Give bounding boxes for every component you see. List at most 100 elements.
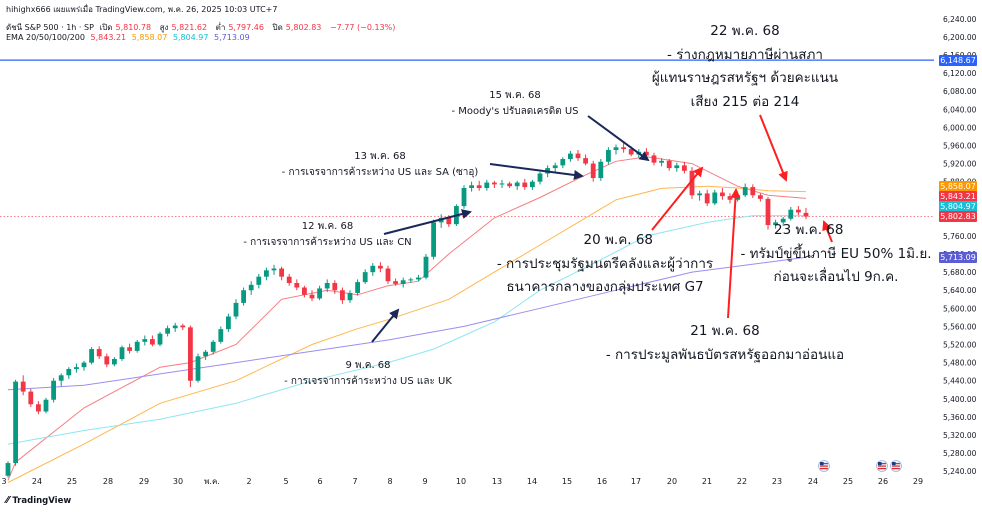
annotation-text: - การประชุมรัฐมนตรีคลังและผู้ว่าการ [496, 255, 714, 272]
candle-body [522, 182, 528, 188]
candle [537, 171, 543, 185]
candle-body [13, 381, 18, 464]
arrow-may21 [727, 188, 741, 319]
arrow-may15 [587, 115, 650, 162]
ema50-value: 5,858.07 [131, 33, 168, 42]
candle [309, 290, 315, 302]
annotation-date: 13 พ.ค. 68 [354, 151, 406, 162]
candle-body [317, 288, 322, 299]
annotation-may20: 20 พ.ค. 68 - การประชุมรัฐมนตรีคลังและผู้… [495, 229, 715, 300]
price-tick-label: 5,280.00 [943, 449, 977, 458]
candle-body [408, 279, 414, 281]
candle [727, 193, 733, 204]
candle-body [727, 196, 733, 200]
high-label: สูง [159, 23, 169, 32]
candle-body [552, 165, 558, 169]
annotation-date: 20 พ.ค. 68 [583, 232, 653, 248]
candle [134, 340, 140, 353]
candle [758, 193, 763, 202]
candle-body [157, 333, 163, 345]
candle [666, 159, 672, 171]
candle [119, 345, 125, 361]
candle [210, 340, 216, 355]
price-tick-label: 5,960.00 [943, 141, 977, 150]
candle [43, 397, 49, 414]
arrow-may9 [371, 308, 400, 343]
candle [241, 287, 246, 306]
candle [195, 353, 201, 383]
close-value: 5,802.83 [285, 23, 322, 32]
candle-body [172, 325, 178, 329]
candle [20, 375, 26, 396]
ema-line-ema200 [7, 256, 807, 391]
candle [51, 378, 56, 403]
candle-body [613, 147, 619, 150]
candle-body [294, 283, 300, 288]
candle-body [347, 292, 353, 301]
candle-body [385, 268, 391, 282]
candle [651, 152, 657, 166]
annotation-text: - ทรัมป์ขู่ขึ้นภาษี EU 50% 1มิ.ย. [740, 245, 932, 262]
candle-body [530, 181, 535, 188]
candle [461, 185, 467, 209]
price-tick-label: 6,000.00 [943, 123, 977, 132]
low-value: 5,797.46 [228, 23, 264, 32]
candle-body [469, 185, 474, 188]
candle-body [370, 265, 376, 273]
ema20-value: 5,843.21 [90, 33, 127, 42]
annotation-text: - การเจรจาการค้าระหว่าง US และ CN [243, 236, 412, 248]
price-label: 5,843.21 [939, 190, 977, 202]
time-tick-label: 8 [387, 477, 392, 486]
annotation-date: 9 พ.ค. 68 [345, 360, 391, 371]
candle-body [780, 218, 786, 223]
candles [5, 142, 809, 478]
brand-name: TradingView [12, 496, 72, 506]
candle-body [423, 256, 429, 278]
us-flag-icon [890, 460, 902, 472]
candle-body [461, 187, 467, 207]
event-flags [818, 460, 902, 472]
candle-body [750, 187, 756, 196]
candle-body [606, 149, 611, 162]
candle [393, 278, 398, 286]
price-tick-label: 5,240.00 [943, 467, 977, 476]
ema-legend[interactable]: EMA 20/50/100/200 5,843.21 5,858.07 5,80… [6, 33, 253, 42]
annotation-date: 22 พ.ค. 68 [710, 23, 780, 39]
symbol-title: ดัชนี S&P 500 · 1h · SP [6, 23, 94, 32]
price-tick-label: 5,920.00 [943, 160, 977, 169]
annotation-may12: 12 พ.ค. 68 - การเจรจาการค้าระหว่าง US แล… [240, 219, 415, 250]
annotation-text: ก่อนจะเลื่อนไป 9ก.ค. [773, 269, 899, 286]
candle [590, 160, 596, 182]
price-tick-label: 6,200.00 [943, 33, 977, 42]
annotation-date: 21 พ.ค. 68 [690, 323, 760, 339]
price-tick-label: 6,080.00 [943, 87, 977, 96]
time-tick-label: 14 [527, 477, 537, 486]
candle-body [74, 367, 79, 369]
candle-body [332, 283, 338, 291]
time-tick-label: 24 [808, 477, 818, 486]
candle [226, 313, 231, 332]
candle-body [302, 287, 307, 295]
arrow-may22 [759, 114, 788, 182]
candle-body [560, 159, 566, 166]
candle [385, 265, 391, 284]
candle [180, 323, 186, 331]
price-tick-label: 5,520.00 [943, 341, 977, 350]
candle [294, 279, 300, 291]
candle-body [180, 325, 186, 328]
candle [271, 264, 277, 275]
price-tick-label: 6,040.00 [943, 105, 977, 114]
candle [218, 326, 224, 344]
candle-body [765, 198, 771, 226]
time-tick-label: 16 [597, 477, 607, 486]
time-tick-label: พ.ค. [204, 477, 220, 486]
candle-body [119, 347, 125, 360]
candle-body [81, 362, 87, 368]
price-tick-label: 6,240.00 [943, 15, 977, 24]
candle-body [36, 404, 41, 412]
time-tick-label: 30 [173, 477, 183, 486]
close-label: ปิด [272, 23, 283, 32]
candle [28, 388, 34, 407]
annotation-arrows [371, 114, 833, 343]
